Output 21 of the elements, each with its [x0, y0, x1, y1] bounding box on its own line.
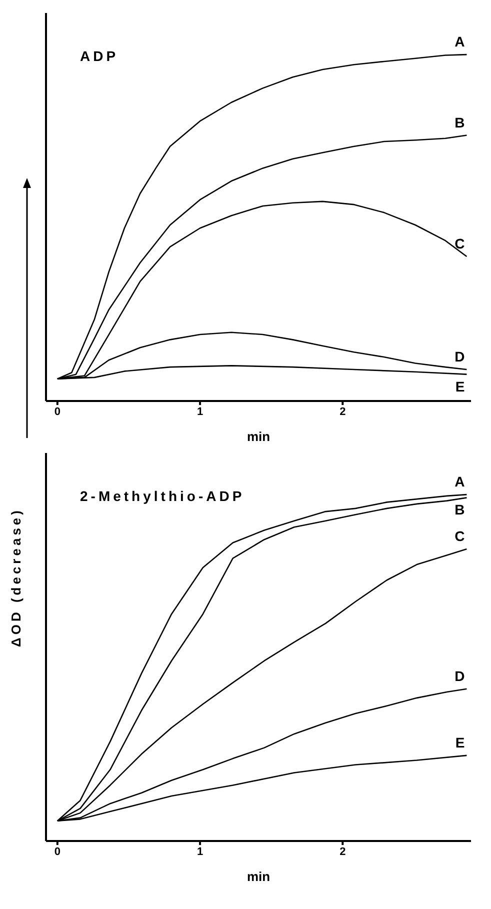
series-label: C [454, 236, 465, 252]
series-label: A [454, 474, 465, 490]
series-label: D [454, 668, 465, 684]
series-label: E [455, 378, 465, 394]
x-tick-label: 1 [196, 406, 204, 418]
chart-title: ADP [80, 48, 119, 64]
x-tick-label: 2 [340, 846, 346, 858]
x-axis-title: min [246, 429, 270, 444]
series-label: B [454, 114, 465, 130]
series-label: A [454, 34, 465, 50]
chart-title: 2-Methylthio-ADP [80, 488, 245, 504]
series-label: D [454, 348, 465, 364]
x-tick-label: 0 [54, 406, 60, 418]
x-tick-label: 1 [196, 846, 204, 858]
series-label: B [454, 502, 465, 518]
y-axis-title: ΔOD (decrease) [8, 508, 24, 647]
x-tick-label: 0 [54, 846, 60, 858]
series-label: E [455, 734, 465, 750]
x-tick-label: 2 [340, 406, 346, 418]
series-label: C [454, 528, 465, 544]
x-axis-title: min [246, 869, 270, 884]
